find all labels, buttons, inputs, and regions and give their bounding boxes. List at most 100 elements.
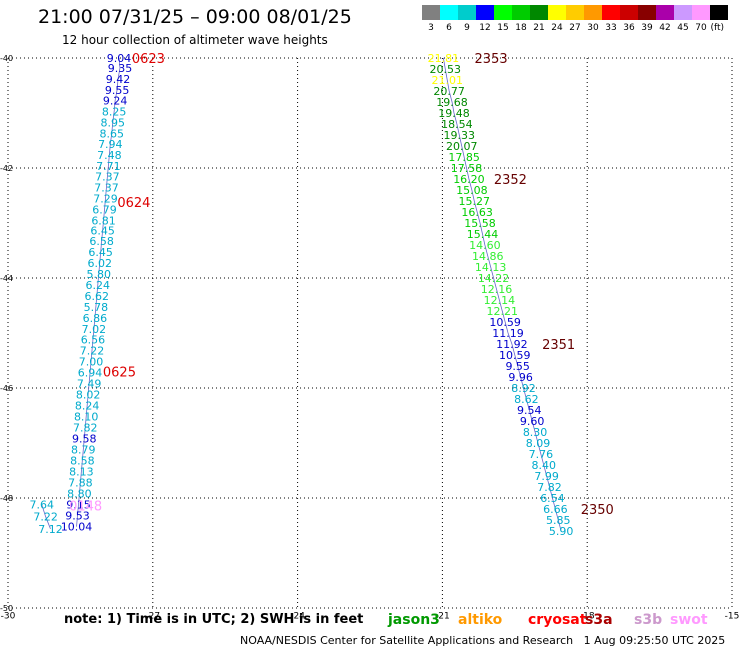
wave-height-label: 6.02 [87, 257, 112, 270]
wave-height-label: 16.63 [461, 206, 493, 219]
wave-height-label: 7.02 [82, 323, 107, 336]
wave-height-label: 8.24 [75, 400, 100, 413]
y-tick-label: -50 [0, 604, 13, 613]
colorbar-swatch [638, 5, 656, 20]
footnote: note: 1) Time is in UTC; 2) SWH is in fe… [64, 612, 364, 627]
wave-height-label: 9.55 [505, 360, 530, 373]
wave-height-label: 12.21 [487, 305, 519, 318]
time-label: 0148 [69, 500, 102, 515]
wave-height-label: 8.09 [526, 437, 551, 450]
colorbar-label: 9 [464, 23, 470, 33]
colorbar-swatch [584, 5, 602, 20]
colorbar-swatch [530, 5, 548, 20]
colorbar-swatch [674, 5, 692, 20]
y-tick-label: -48 [0, 494, 13, 503]
wave-height-label: 7.64 [30, 499, 55, 512]
colorbar-swatch [458, 5, 476, 20]
wave-height-label: 14.86 [472, 250, 504, 263]
wave-height-label: 8.13 [69, 466, 94, 479]
wave-height-label: 19.48 [438, 107, 470, 120]
wave-height-label: 20.07 [446, 140, 478, 153]
time-label: 0624 [117, 196, 150, 211]
wave-height-label: 9.96 [508, 371, 533, 384]
x-tick-label: -21 [435, 612, 450, 622]
wave-height-label: 9.24 [103, 94, 128, 107]
colorbar-swatch [566, 5, 584, 20]
wave-height-label: 20.53 [430, 63, 462, 76]
wave-height-label: 8.25 [102, 105, 127, 118]
wave-height-label: 8.10 [74, 411, 99, 424]
time-label: 2352 [494, 173, 527, 188]
wave-height-label: 6.86 [83, 312, 108, 325]
wave-height-label: 7.00 [79, 356, 104, 369]
colorbar-unit: (ft) [710, 23, 724, 33]
wave-height-label: 12.14 [484, 294, 516, 307]
wave-height-label: 17.58 [451, 162, 483, 175]
wave-height-label: 7.88 [68, 477, 93, 490]
wave-height-label: 15.27 [459, 195, 491, 208]
colorbar-swatch [710, 5, 728, 20]
y-tick-label: -42 [0, 164, 13, 173]
footer-credit: NOAA/NESDIS Center for Satellite Applica… [240, 634, 725, 647]
wave-height-label: 6.24 [86, 279, 111, 292]
colorbar-label: 12 [479, 23, 490, 33]
ground-track-line [76, 57, 121, 527]
colorbar-label: 70 [695, 23, 707, 33]
colorbar-swatch [656, 5, 674, 20]
wave-height-label: 19.68 [436, 96, 468, 109]
time-label: 2351 [542, 338, 575, 353]
y-tick-label: -46 [0, 384, 13, 393]
y-tick-label: -44 [0, 274, 13, 283]
wave-height-label: 6.94 [78, 367, 103, 380]
colorbar-label: 18 [515, 23, 527, 33]
wave-height-label: 14.22 [478, 272, 510, 285]
wave-height-label: 6.45 [90, 225, 115, 238]
wave-height-label: 6.66 [543, 503, 568, 516]
colorbar-swatch [692, 5, 710, 20]
wave-height-label: 8.95 [100, 116, 125, 129]
wave-height-label: 15.44 [467, 228, 499, 241]
wave-height-label: 14.60 [469, 239, 501, 252]
wave-height-label: 8.79 [71, 444, 96, 457]
wave-height-label: 7.71 [96, 160, 121, 173]
x-tick-label: -24 [290, 612, 305, 622]
time-label: 0623 [132, 52, 165, 67]
colorbar-label: 36 [623, 23, 635, 33]
y-tick-label: -40 [0, 54, 13, 63]
colorbar-swatch [494, 5, 512, 20]
time-label: 2353 [475, 52, 508, 67]
wave-height-label: 8.92 [511, 382, 536, 395]
credit-text: NOAA/NESDIS Center for Satellite Applica… [240, 634, 574, 647]
chart-subtitle: 12 hour collection of altimeter wave hei… [62, 33, 328, 47]
satellite-cryosat: cryosat [528, 612, 587, 628]
colorbar-label: 27 [569, 23, 580, 33]
wave-height-label: 7.29 [93, 192, 118, 205]
wave-height-label: 6.54 [540, 492, 565, 505]
wave-height-label: 8.40 [532, 459, 557, 472]
wave-height-label: 7.37 [95, 170, 120, 183]
satellite-altiko: altiko [458, 612, 503, 628]
colorbar-label: 21 [533, 23, 544, 33]
wave-height-label: 15.08 [456, 184, 488, 197]
colorbar-label: 3 [428, 23, 434, 33]
wave-height-label: 16.20 [453, 173, 485, 186]
wave-height-label: 5.78 [84, 301, 109, 314]
wave-height-label: 11.19 [492, 327, 524, 340]
time-label: 2350 [581, 503, 614, 518]
x-tick-label: -30 [1, 612, 16, 622]
colorbar-swatch [476, 5, 494, 20]
wave-height-label: 7.49 [77, 378, 102, 391]
wave-height-label: 9.15 [66, 499, 91, 512]
wave-height-label: 5.85 [546, 514, 571, 527]
wave-height-label: 9.60 [520, 415, 545, 428]
colorbar-label: 39 [641, 23, 653, 33]
wave-height-label: 7.22 [80, 345, 105, 358]
colorbar-swatch [422, 5, 440, 20]
x-tick-label: -18 [580, 612, 595, 622]
wave-height-label: 8.02 [76, 389, 101, 402]
wave-height-label: 6.79 [92, 203, 117, 216]
satellite-s3a: s3a [585, 612, 613, 628]
colorbar-swatch [512, 5, 530, 20]
colorbar-label: 6 [446, 23, 452, 33]
wave-height-label: 19.33 [444, 129, 476, 142]
